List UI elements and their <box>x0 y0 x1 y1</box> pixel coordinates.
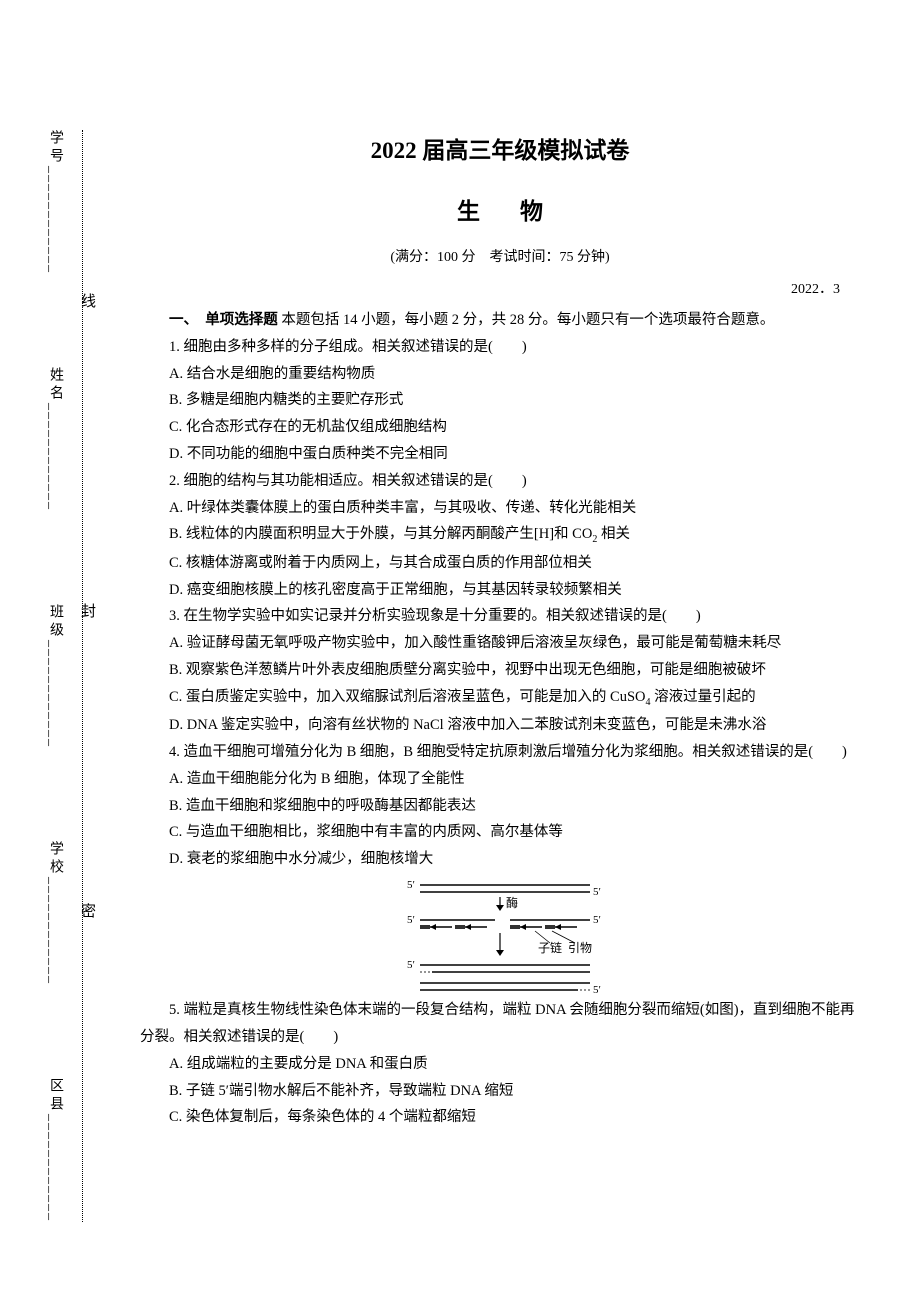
q1-b: B. 多糖是细胞内糖类的主要贮存形式 <box>140 387 860 414</box>
side-district-label: 区县 <box>45 1078 65 1114</box>
section-1-rest: 本题包括 14 小题，每小题 2 分，共 28 分。每小题只有一个选项最符合题意… <box>278 312 775 328</box>
side-school-underline: ____________ <box>45 877 61 985</box>
svg-text:5′: 5′ <box>593 886 601 898</box>
side-name-underline: ____________ <box>45 403 61 511</box>
side-class-underline: ____________ <box>45 640 61 748</box>
q4-stem: 4. 造血干细胞可增殖分化为 B 细胞，B 细胞受特定抗原刺激后增殖分化为浆细胞… <box>140 739 860 766</box>
q4-c: C. 与造血干细胞相比，浆细胞中有丰富的内质网、高尔基体等 <box>140 819 860 846</box>
side-name-group: 姓名 ____________ <box>45 367 65 511</box>
q2-b: B. 线粒体的内膜面积明显大于外膜，与其分解丙酮酸产生[H]和 CO2 相关 <box>140 521 860 549</box>
side-id-underline: ____________ <box>45 166 61 274</box>
telomere-diagram: 5′ 5′ 酶 5′ <box>380 875 620 995</box>
q5-b: B. 子链 5′端引物水解后不能补齐，导致端粒 DNA 缩短 <box>140 1078 860 1105</box>
section-1-prefix: 一、 单项选择题 <box>169 312 278 328</box>
side-class-group: 班级 ____________ <box>45 604 65 748</box>
side-labels: 学号 ____________ 线 姓名 ____________ 封 班级 _… <box>45 130 65 1222</box>
q2-d: D. 癌变细胞核膜上的核孔密度高于正常细胞，与其基因转录较频繁相关 <box>140 577 860 604</box>
q3-c: C. 蛋白质鉴定实验中，加入双缩脲试剂后溶液呈蓝色，可能是加入的 CuSO4 溶… <box>140 684 860 712</box>
exam-subject: 生物 <box>140 191 860 234</box>
exam-title: 2022 届高三年级模拟试卷 <box>140 130 860 173</box>
side-name-label: 姓名 <box>45 367 65 403</box>
side-school-label: 学校 <box>45 841 65 877</box>
svg-text:5′: 5′ <box>593 914 601 926</box>
side-district-group: 区县 ____________ <box>45 1078 65 1222</box>
side-district-underline: ____________ <box>45 1114 61 1222</box>
svg-text:5′: 5′ <box>407 959 415 971</box>
exam-date: 2022．3 <box>140 277 860 303</box>
q2-stem: 2. 细胞的结构与其功能相适应。相关叙述错误的是( ) <box>140 468 860 495</box>
q4-a: A. 造血干细胞能分化为 B 细胞，体现了全能性 <box>140 766 860 793</box>
seal-feng: 封 <box>77 603 98 618</box>
side-class-label: 班级 <box>45 604 65 640</box>
svg-text:5′: 5′ <box>593 984 601 995</box>
svg-text:子链: 子链 <box>538 940 562 955</box>
main-content: 2022 届高三年级模拟试卷 生物 (满分：100 分 考试时间：75 分钟) … <box>110 0 920 1302</box>
q3-a: A. 验证酵母菌无氧呼吸产物实验中，加入酸性重铬酸钾后溶液呈灰绿色，最可能是葡萄… <box>140 630 860 657</box>
svg-text:5′: 5′ <box>407 914 415 926</box>
svg-text:引物: 引物 <box>568 941 592 955</box>
q5-a: A. 组成端粒的主要成分是 DNA 和蛋白质 <box>140 1051 860 1078</box>
svg-text:5′: 5′ <box>407 879 415 891</box>
side-id-label: 学号 <box>45 130 65 166</box>
q3-d: D. DNA 鉴定实验中，向溶有丝状物的 NaCl 溶液中加入二苯胺试剂未变蓝色… <box>140 712 860 739</box>
q2-c: C. 核糖体游离或附着于内质网上，与其合成蛋白质的作用部位相关 <box>140 550 860 577</box>
q1-stem: 1. 细胞由多种多样的分子组成。相关叙述错误的是( ) <box>140 334 860 361</box>
q4-d: D. 衰老的浆细胞中水分减少，细胞核增大 <box>140 846 860 873</box>
q3-b: B. 观察紫色洋葱鳞片叶外表皮细胞质壁分离实验中，视野中出现无色细胞，可能是细胞… <box>140 657 860 684</box>
q5-diagram-container: 5′ 5′ 酶 5′ <box>140 875 860 995</box>
q2-a: A. 叶绿体类囊体膜上的蛋白质种类丰富，与其吸收、传递、转化光能相关 <box>140 495 860 522</box>
side-panel: 学号 ____________ 线 姓名 ____________ 封 班级 _… <box>0 0 110 1302</box>
q1-a: A. 结合水是细胞的重要结构物质 <box>140 361 860 388</box>
q5-stem: 5. 端粒是真核生物线性染色体末端的一段复合结构，端粒 DNA 会随细胞分裂而缩… <box>140 997 860 1051</box>
q1-c: C. 化合态形式存在的无机盐仅组成细胞结构 <box>140 414 860 441</box>
svg-text:酶: 酶 <box>506 895 518 910</box>
q3-stem: 3. 在生物学实验中如实记录并分析实验现象是十分重要的。相关叙述错误的是( ) <box>140 603 860 630</box>
q4-b: B. 造血干细胞和浆细胞中的呼吸酶基因都能表达 <box>140 793 860 820</box>
side-school-group: 学校 ____________ <box>45 841 65 985</box>
side-id-group: 学号 ____________ <box>45 130 65 274</box>
exam-info: (满分：100 分 考试时间：75 分钟) <box>140 245 860 271</box>
q5-c: C. 染色体复制后，每条染色体的 4 个端粒都缩短 <box>140 1104 860 1131</box>
page-container: 学号 ____________ 线 姓名 ____________ 封 班级 _… <box>0 0 920 1302</box>
q1-d: D. 不同功能的细胞中蛋白质种类不完全相同 <box>140 441 860 468</box>
seal-xian: 线 <box>77 293 98 308</box>
seal-mi: 密 <box>77 903 98 918</box>
section-1-header: 一、 单项选择题 本题包括 14 小题，每小题 2 分，共 28 分。每小题只有… <box>140 307 860 334</box>
